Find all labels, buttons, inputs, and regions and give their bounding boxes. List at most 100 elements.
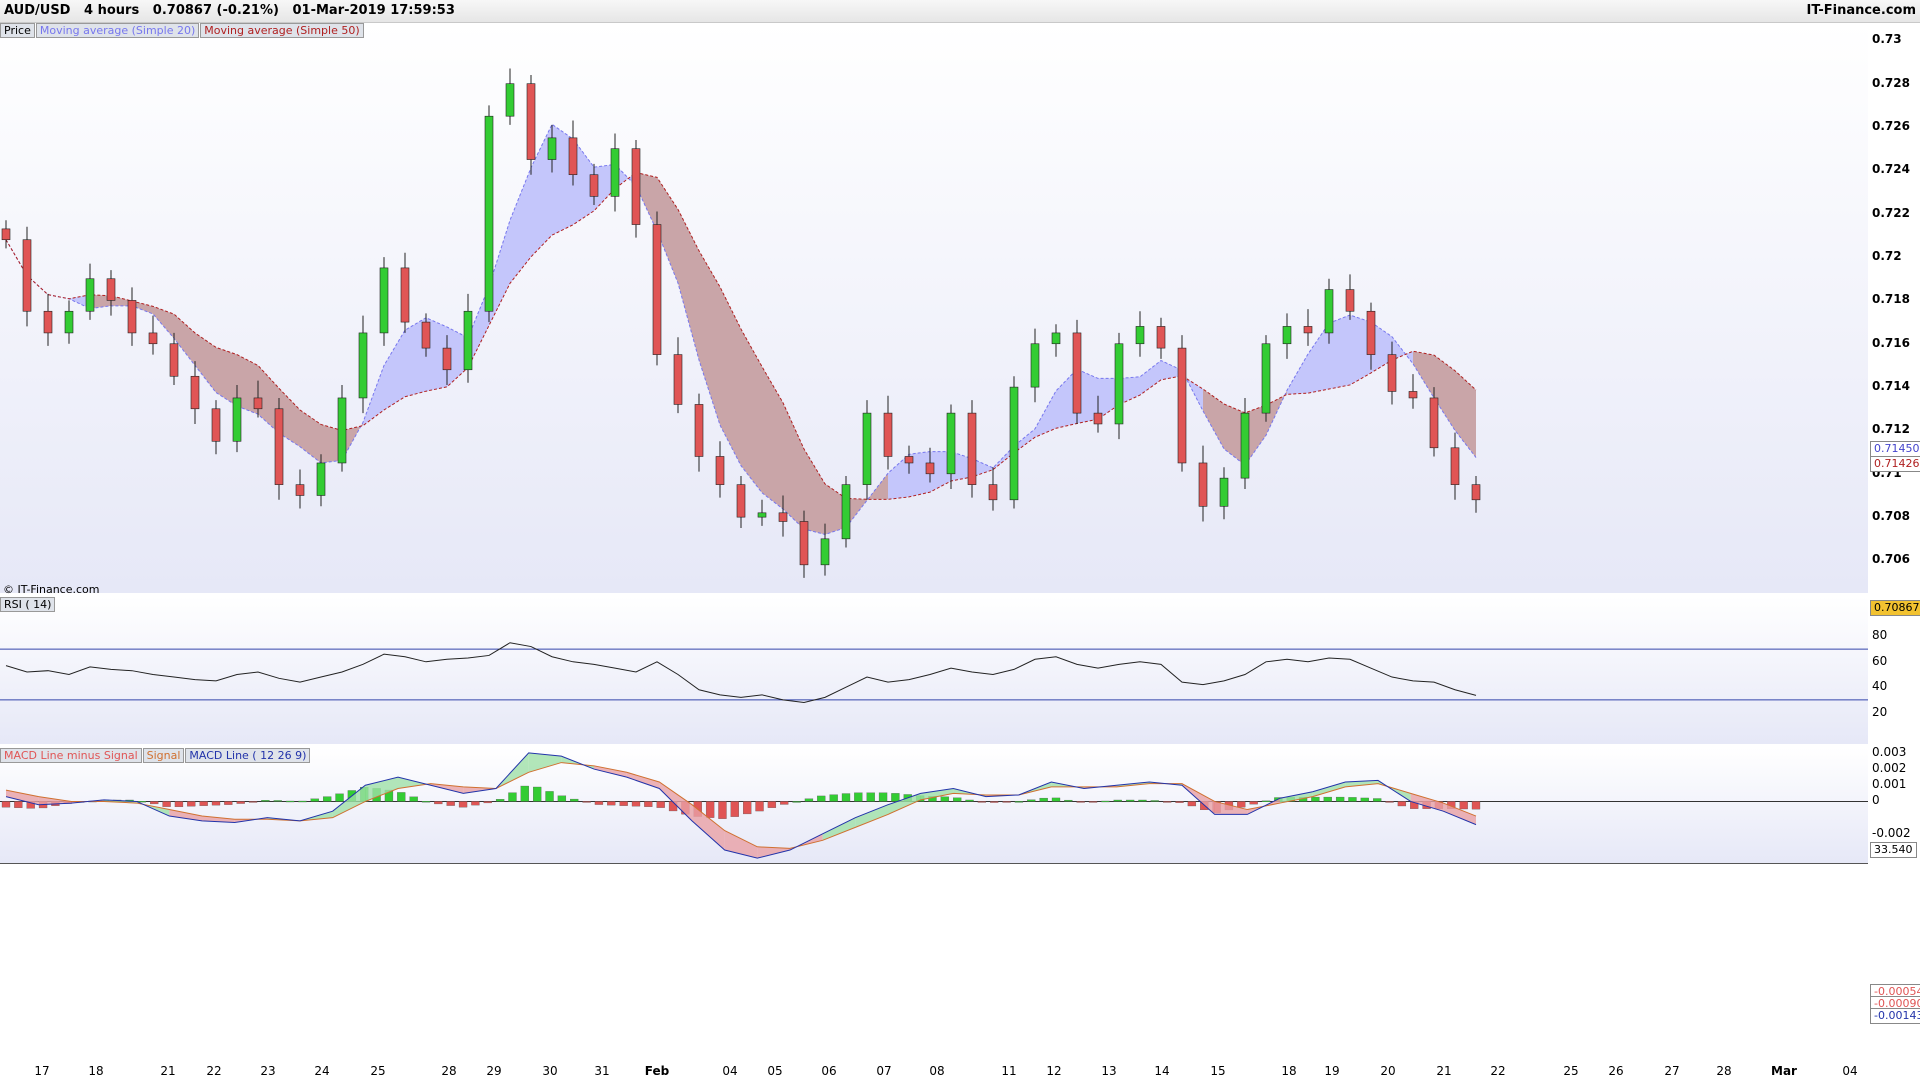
x-tick-label: Mar [1771,1064,1797,1078]
x-tick-label: 11 [1001,1064,1017,1078]
macd-histogram-bar [187,801,196,807]
macd-fill-segment [594,765,627,778]
candle-body [1240,412,1250,479]
macd-histogram-bar [224,801,233,805]
rsi-tick-label: 20 [1872,704,1888,719]
macd-histogram-bar [495,799,505,802]
macd-tick-label: -0.002 [1872,825,1911,840]
x-tick-label: 25 [370,1064,386,1078]
ma-fill-segment [1224,403,1245,466]
candle-body [925,462,935,475]
macd-histogram-bar [1113,799,1122,802]
x-tick-label: 18 [1281,1064,1297,1078]
ma50-line [5,172,1477,500]
macd-histogram-bar [545,791,554,802]
x-tick-label: 24 [314,1064,330,1078]
title-info: AUD/USD 4 hours 0.70867 (-0.21%) 01-Mar-… [4,3,455,18]
legend-macd-line[interactable]: MACD Line ( 12 26 9) [185,748,311,763]
ma-fill-segment [1371,322,1392,373]
macd-fill-segment [1312,782,1346,797]
candle-body [694,404,704,457]
ma-fill-segment [426,317,447,392]
x-tick-label: 29 [486,1064,502,1078]
candle-body [1051,332,1061,345]
price-axis[interactable] [1868,23,1920,593]
price-tick-label: 0.726 [1872,119,1910,134]
x-tick-label: 04 [1842,1064,1858,1078]
candle-body [316,462,326,496]
rsi-pane[interactable] [0,597,1869,744]
macd-histogram-bar [891,793,900,802]
macd-histogram-bar [1397,801,1407,807]
candle-body [820,538,830,566]
rsi-label[interactable]: RSI ( 14) [0,597,56,612]
macd-histogram-bar [323,796,332,802]
x-tick-label: 15 [1210,1064,1226,1078]
rsi-tag: 33.540 [1870,842,1917,858]
macd-histogram-bar [804,798,814,802]
macd-histogram-bar [335,793,344,802]
timeframe[interactable]: 4 hours [84,3,140,18]
macd-histogram-bar [261,800,270,802]
macd-fill-segment [724,830,758,859]
candle-body [274,408,284,485]
ma-fill-segment [699,250,720,426]
macd-histogram-bar [273,800,282,802]
legend-ma20[interactable]: Moving average (Simple 20) [35,23,200,38]
macd-fill-segment [1410,793,1444,812]
candle-body [1072,332,1082,414]
macd-signal-line [5,762,1477,849]
ma-fill-segment [1056,369,1077,429]
macd-histogram-bar [533,786,542,802]
ma-fill-segment [1413,351,1434,398]
ma-fill-segment [804,448,825,535]
macd-histogram-bar [990,801,999,803]
rsi-axis[interactable] [1868,597,1920,744]
macd-fill-segment [38,796,72,805]
legend-ma50[interactable]: Moving average (Simple 50) [200,23,364,38]
brand-link[interactable]: IT-Finance.com [1806,3,1916,18]
macd-histogram-bar [397,792,406,802]
ma-fill-segment [657,177,678,284]
candle-body [1261,343,1271,414]
price-legend: Price Moving average (Simple 20) Moving … [0,23,365,38]
candle-body [190,375,200,410]
candle-body [1135,326,1145,345]
time-axis[interactable] [0,863,1868,1081]
macd-fill-segment [1214,801,1248,815]
last-price: 0.70867 (-0.21%) [152,3,279,18]
ma-fill-segment [111,295,132,306]
price-pane[interactable] [0,23,1869,593]
candle-body [757,512,767,518]
macd-histogram-bar [1150,800,1159,802]
candle-body [379,267,389,334]
macd-histogram-bar [953,797,962,802]
rsi-tick-label: 80 [1872,628,1888,643]
rsi-tick-label: 40 [1872,679,1888,694]
ma-fill-segment [594,164,615,211]
macd-fill-segment [1443,803,1476,825]
legend-macd-signal[interactable]: Signal [142,748,185,763]
x-tick-label: 30 [542,1064,558,1078]
macd-histogram-bar [1335,796,1345,802]
ma-fill-segment [300,409,321,463]
candle-body [988,484,998,501]
legend-price[interactable]: Price [0,23,35,38]
legend-macd-diff[interactable]: MACD Line minus Signal [0,748,142,763]
candle-body [148,332,158,345]
macd-histogram-bar [570,798,579,802]
macd-pane[interactable] [0,748,1869,863]
candle-body [127,300,137,334]
macd-histogram-bar [310,798,319,802]
macd-histogram-bar [1101,800,1110,803]
candle-body [232,397,242,442]
ma-fill-segment [405,317,426,397]
candle-body [610,148,620,197]
price-tick-label: 0.73 [1872,32,1902,47]
ma-fill-segment [552,124,573,236]
macd-histogram-bar [248,801,258,803]
candle-body [1429,397,1439,449]
macd-histogram-bar [594,801,604,805]
macd-histogram-bar [767,801,777,808]
